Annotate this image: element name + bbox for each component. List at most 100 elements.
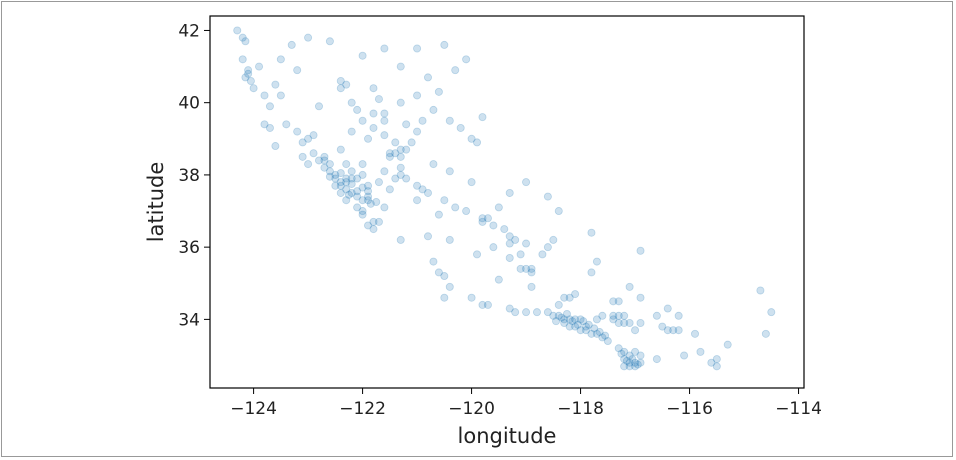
data-point xyxy=(396,62,405,71)
data-point xyxy=(342,196,351,205)
data-point xyxy=(560,293,569,302)
data-point xyxy=(434,210,443,219)
data-point xyxy=(636,358,645,367)
data-point xyxy=(527,282,536,291)
data-point xyxy=(413,196,422,205)
data-point xyxy=(353,192,362,201)
data-point xyxy=(568,317,577,326)
data-point xyxy=(418,185,427,194)
data-point xyxy=(396,145,405,154)
data-point xyxy=(366,199,375,208)
data-point xyxy=(255,62,264,71)
data-point xyxy=(633,360,642,369)
data-point xyxy=(543,243,552,252)
data-point xyxy=(554,300,563,309)
data-point xyxy=(396,163,405,172)
data-point xyxy=(663,304,672,313)
data-point xyxy=(429,257,438,266)
data-point xyxy=(298,138,307,147)
data-point xyxy=(761,329,770,338)
data-point xyxy=(396,235,405,244)
data-point xyxy=(391,174,400,183)
data-point xyxy=(282,120,291,129)
data-point xyxy=(238,55,247,64)
data-point xyxy=(434,268,443,277)
data-point xyxy=(598,333,607,342)
data-point xyxy=(562,309,571,318)
data-point xyxy=(522,308,531,317)
data-point xyxy=(557,313,566,322)
data-point xyxy=(522,178,531,187)
data-point xyxy=(527,264,536,273)
data-point xyxy=(293,66,302,75)
data-point xyxy=(380,203,389,212)
data-point xyxy=(587,268,596,277)
data-point xyxy=(271,142,280,151)
data-point xyxy=(483,214,492,223)
data-point xyxy=(244,69,253,78)
data-point xyxy=(347,127,356,136)
data-point xyxy=(238,33,247,42)
data-point xyxy=(565,315,574,324)
data-point xyxy=(587,228,596,237)
data-point xyxy=(369,84,378,93)
x-tick-label: −116 xyxy=(666,399,713,419)
data-point xyxy=(595,328,604,337)
data-point xyxy=(614,297,623,306)
data-point xyxy=(244,66,253,75)
data-point xyxy=(505,239,514,248)
data-point xyxy=(320,156,329,165)
data-point xyxy=(478,113,487,122)
data-point xyxy=(658,322,667,331)
data-point xyxy=(707,358,716,367)
data-point xyxy=(241,37,250,46)
data-point xyxy=(609,297,618,306)
data-point xyxy=(309,149,318,158)
data-point xyxy=(478,300,487,309)
data-point xyxy=(347,98,356,107)
data-point xyxy=(712,355,721,364)
data-point xyxy=(342,80,351,89)
data-point xyxy=(723,340,732,349)
data-point xyxy=(358,207,367,216)
data-point xyxy=(287,40,296,49)
data-point xyxy=(560,318,569,327)
data-point xyxy=(374,95,383,104)
data-point xyxy=(402,145,411,154)
data-point xyxy=(674,311,683,320)
data-point xyxy=(636,351,645,360)
data-point xyxy=(554,311,563,320)
data-point xyxy=(276,55,285,64)
data-point xyxy=(473,250,482,259)
data-point xyxy=(601,331,610,340)
data-point xyxy=(532,308,541,317)
data-point xyxy=(511,308,520,317)
data-point xyxy=(364,192,373,201)
x-tick-label: −118 xyxy=(557,399,604,419)
data-point xyxy=(603,337,612,346)
data-point xyxy=(445,282,454,291)
data-point xyxy=(625,282,634,291)
data-point xyxy=(336,169,345,178)
data-point xyxy=(620,318,629,327)
data-point xyxy=(543,192,552,201)
data-point xyxy=(451,66,460,75)
x-axis: −124 −122 −120 −118 −116 −114 xyxy=(230,388,822,419)
data-point xyxy=(325,172,334,181)
data-point xyxy=(631,358,640,367)
data-point xyxy=(413,91,422,100)
data-point xyxy=(505,232,514,241)
data-point xyxy=(260,91,269,100)
data-point xyxy=(331,170,340,179)
data-point xyxy=(342,174,351,183)
data-point xyxy=(462,55,471,64)
data-point xyxy=(614,344,623,353)
data-point xyxy=(467,134,476,143)
data-point xyxy=(505,188,514,197)
data-point xyxy=(696,347,705,356)
data-point xyxy=(527,268,536,277)
data-point xyxy=(304,33,313,42)
data-point xyxy=(631,326,640,335)
data-point xyxy=(407,138,416,147)
data-point xyxy=(456,123,465,132)
